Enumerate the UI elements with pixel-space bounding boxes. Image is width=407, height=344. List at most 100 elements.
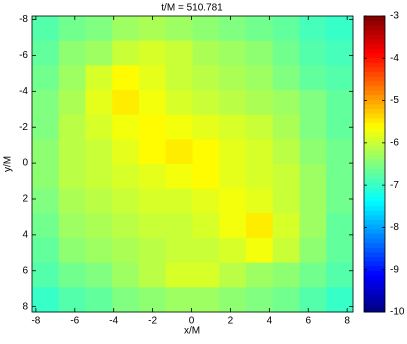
heat-cell [112, 238, 140, 264]
colorbar-swatch [364, 284, 385, 290]
heat-cell [139, 40, 167, 66]
heat-cell [139, 238, 167, 264]
heat-cell [165, 262, 193, 288]
colorbar-swatch [364, 136, 385, 142]
colorbar-swatch [364, 261, 385, 267]
heat-cell [32, 90, 60, 116]
heat-cell [192, 65, 220, 91]
heat-cell [32, 139, 60, 165]
heat-cell [299, 40, 327, 66]
heat-cell [32, 65, 60, 91]
y-tick-label: -4 [19, 86, 28, 97]
heat-cell [165, 16, 193, 42]
heat-cell [272, 164, 300, 190]
heat-cell [326, 287, 354, 313]
heat-cell [165, 238, 193, 264]
heat-cell [139, 16, 167, 42]
colorbar-swatch [364, 247, 385, 253]
heat-cell [246, 262, 274, 288]
heat-cell [299, 188, 327, 214]
heat-cell [192, 139, 220, 165]
colorbar-swatch [364, 219, 385, 225]
heat-cell [58, 188, 86, 214]
heat-cell [299, 262, 327, 288]
y-tick-label: 4 [22, 230, 28, 241]
x-axis-label: x/M [184, 326, 200, 337]
colorbar-swatch [364, 43, 385, 49]
heat-cell [58, 90, 86, 116]
heat-cell [32, 114, 60, 140]
x-tick-label: -8 [31, 316, 40, 327]
colorbar-swatch [364, 145, 385, 151]
heat-cell [246, 114, 274, 140]
colorbar-frame [363, 15, 386, 313]
heat-cell [246, 139, 274, 165]
colorbar-swatch [364, 177, 385, 183]
heat-cell [219, 114, 247, 140]
heat-cell [58, 287, 86, 313]
heat-cell [165, 139, 193, 165]
heat-cell [246, 40, 274, 66]
heat-cell [192, 40, 220, 66]
heat-cell [246, 238, 274, 264]
heat-cell [139, 188, 167, 214]
heat-cell [219, 65, 247, 91]
heat-cell [165, 188, 193, 214]
heat-cell [219, 262, 247, 288]
colorbar-swatch [364, 62, 385, 68]
y-tick-label: -6 [19, 50, 28, 61]
heat-cell [192, 188, 220, 214]
heat-cell [246, 287, 274, 313]
y-tick-label: -2 [19, 122, 28, 133]
heat-cell [112, 188, 140, 214]
heat-cell [326, 213, 354, 239]
y-tick-label: -8 [19, 14, 28, 25]
colorbar-swatch [364, 298, 385, 304]
heat-cell [326, 40, 354, 66]
colorbar-swatch [364, 16, 385, 22]
colorbar-swatch [364, 113, 385, 119]
heat-cell [299, 16, 327, 42]
heat-cell [85, 238, 113, 264]
colorbar-swatch [364, 48, 385, 54]
heat-cell [272, 65, 300, 91]
colorbar-swatch [364, 205, 385, 211]
colorbar-swatch [364, 34, 385, 40]
heat-cell [299, 287, 327, 313]
colorbar-swatch [364, 164, 385, 170]
colorbar-tick-label: -7 [390, 180, 399, 191]
colorbar-tick-label: -5 [390, 95, 399, 106]
heat-cell [246, 16, 274, 42]
heat-cell [272, 139, 300, 165]
heat-cell [192, 90, 220, 116]
colorbar-swatch [364, 302, 385, 308]
heat-cell [272, 40, 300, 66]
colorbar-swatch [364, 242, 385, 248]
heat-cell [272, 188, 300, 214]
colorbar-tick-label: -6 [390, 137, 399, 148]
heat-cell [139, 90, 167, 116]
y-tick-label: 0 [22, 158, 28, 169]
heat-cell [58, 114, 86, 140]
colorbar-swatch [364, 66, 385, 72]
colorbar-swatch [364, 256, 385, 262]
colorbar-swatch [364, 265, 385, 271]
colorbar-swatch [364, 127, 385, 133]
x-tick-label: 4 [267, 316, 273, 327]
heat-cell [58, 65, 86, 91]
heat-cell [192, 262, 220, 288]
heat-cell [85, 90, 113, 116]
heat-cell [219, 16, 247, 42]
colorbar-swatch [364, 99, 385, 105]
heat-cell [299, 164, 327, 190]
colorbar-swatch [364, 85, 385, 91]
heat-cell [85, 164, 113, 190]
x-tick-label: 2 [228, 316, 234, 327]
y-tick-label: 2 [22, 194, 28, 205]
heat-cell [192, 114, 220, 140]
heat-cell [139, 262, 167, 288]
colorbar-swatch [364, 80, 385, 86]
heat-cell [326, 262, 354, 288]
colorbar-tick-label: -10 [390, 307, 405, 318]
